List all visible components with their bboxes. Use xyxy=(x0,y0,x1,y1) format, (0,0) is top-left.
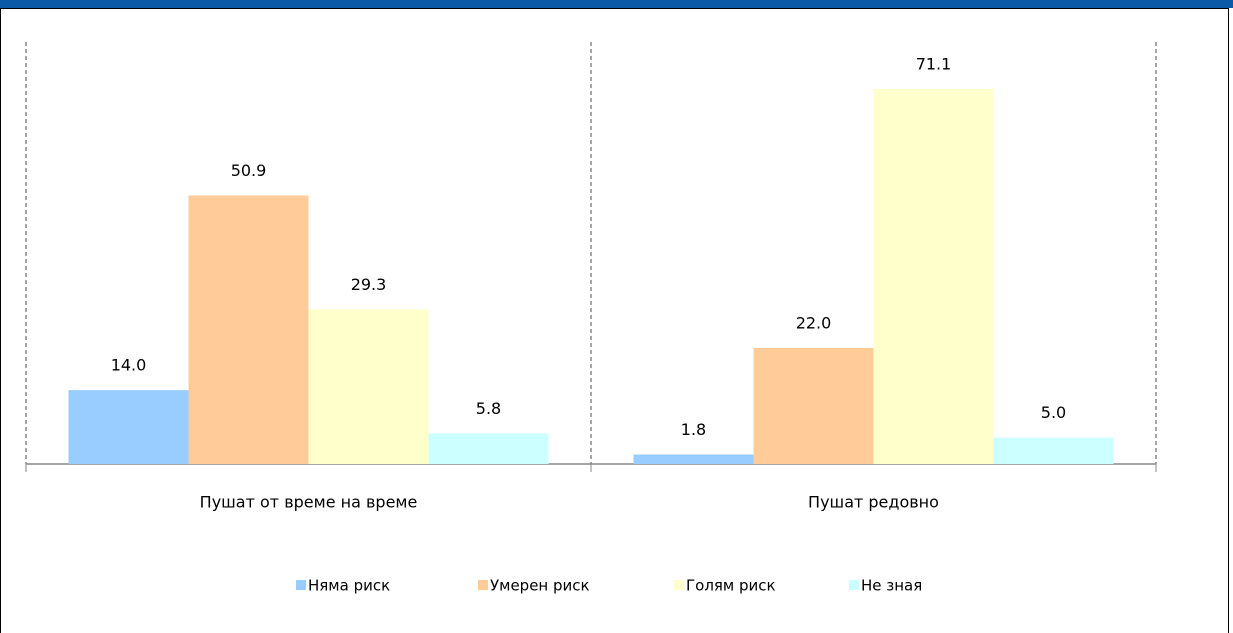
bar xyxy=(308,309,429,464)
bar xyxy=(873,88,994,464)
value-label: 5.8 xyxy=(476,399,501,418)
value-label: 22.0 xyxy=(796,313,832,332)
bar xyxy=(753,347,874,464)
legend-swatch xyxy=(478,580,488,590)
header-bar xyxy=(0,0,1233,8)
legend-swatch xyxy=(674,580,684,590)
value-label: 29.3 xyxy=(351,275,387,294)
value-label: 1.8 xyxy=(681,420,706,439)
value-label: 71.1 xyxy=(916,54,952,73)
legend-swatch xyxy=(296,580,306,590)
legend-label: Умерен риск xyxy=(490,577,590,595)
bar xyxy=(428,433,549,464)
bar xyxy=(633,454,754,464)
legend-swatch xyxy=(849,580,859,590)
bar xyxy=(993,437,1114,464)
frame xyxy=(0,8,1229,633)
bar xyxy=(188,195,309,464)
value-label: 14.0 xyxy=(111,356,147,375)
x-tick-label: Пушат редовно xyxy=(808,493,939,512)
x-tick-label: Пушат от време на време xyxy=(200,493,418,512)
value-label: 50.9 xyxy=(231,161,267,180)
bar xyxy=(68,390,189,464)
legend-label: Голям риск xyxy=(686,577,776,595)
value-label: 5.0 xyxy=(1041,403,1066,422)
legend-label: Няма риск xyxy=(308,577,390,595)
legend-label: Не зная xyxy=(861,577,922,595)
